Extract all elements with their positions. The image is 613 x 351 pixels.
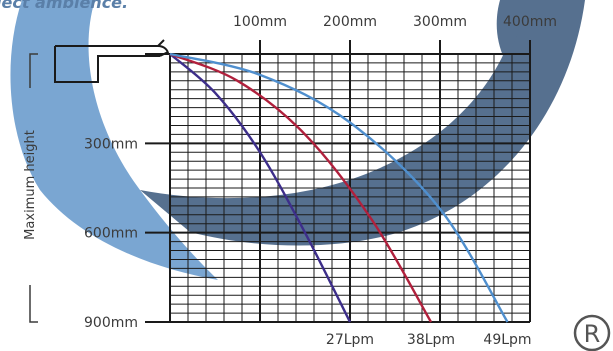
registered-mark-letter: R: [584, 320, 601, 348]
y-tick-label: 600mm: [84, 226, 138, 242]
swirl-background: [10, 0, 585, 280]
series-line-27Lpm: [169, 53, 352, 323]
series-lines: [169, 52, 509, 323]
series-labels: 27Lpm 38Lpm 49Lpm: [326, 332, 532, 348]
header-fragment: lect ambience.: [0, 0, 128, 12]
series-label: 38Lpm: [407, 332, 455, 348]
x-tick-label: 100mm: [233, 14, 287, 30]
x-tick-labels: 100mm 200mm 300mm 400mm: [233, 14, 557, 30]
series-label: 27Lpm: [326, 332, 374, 348]
swirl-light-band: [10, 0, 219, 280]
y-tick-label: 300mm: [84, 136, 138, 152]
swirl-dark-band: [140, 0, 585, 246]
y-tick-label: 900mm: [84, 315, 138, 331]
y-axis-label: Maximum height: [23, 130, 38, 240]
x-tick-label: 300mm: [413, 14, 467, 30]
y-tick-labels: 300mm 600mm 900mm: [84, 136, 138, 331]
height-bracket: [29, 53, 38, 323]
series-label: 49Lpm: [483, 332, 531, 348]
swirl-dark-tail: [496, 0, 523, 60]
series-line-49Lpm: [169, 52, 509, 323]
series-line-38Lpm: [169, 52, 433, 323]
outlet-pipe-icon: [54, 39, 169, 83]
registered-mark-icon: R: [573, 314, 611, 351]
x-tick-label: 400mm: [503, 14, 557, 30]
x-tick-label: 200mm: [323, 14, 377, 30]
